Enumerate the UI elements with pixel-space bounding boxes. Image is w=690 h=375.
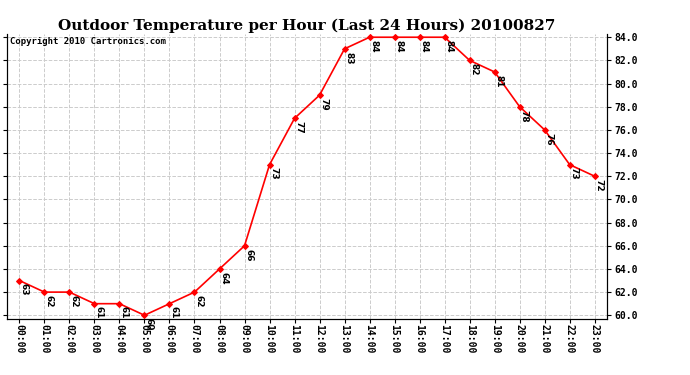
Text: 82: 82 (469, 63, 478, 76)
Text: 61: 61 (94, 306, 103, 319)
Text: 79: 79 (319, 98, 328, 111)
Text: 77: 77 (294, 121, 303, 134)
Text: 64: 64 (219, 272, 228, 284)
Text: 73: 73 (569, 168, 578, 180)
Text: 76: 76 (544, 133, 553, 145)
Text: 72: 72 (594, 179, 603, 192)
Text: 61: 61 (169, 306, 178, 319)
Text: 62: 62 (194, 295, 203, 307)
Text: 73: 73 (269, 168, 278, 180)
Text: 62: 62 (69, 295, 78, 307)
Text: 84: 84 (394, 40, 403, 53)
Text: 63: 63 (19, 283, 28, 296)
Text: Copyright 2010 Cartronics.com: Copyright 2010 Cartronics.com (10, 37, 166, 46)
Text: 66: 66 (244, 249, 253, 261)
Text: 81: 81 (494, 75, 503, 87)
Text: 62: 62 (44, 295, 53, 307)
Text: 61: 61 (119, 306, 128, 319)
Text: 84: 84 (369, 40, 378, 53)
Text: 83: 83 (344, 52, 353, 64)
Text: 60: 60 (144, 318, 153, 330)
Title: Outdoor Temperature per Hour (Last 24 Hours) 20100827: Outdoor Temperature per Hour (Last 24 Ho… (59, 18, 555, 33)
Text: 84: 84 (420, 40, 428, 53)
Text: 78: 78 (520, 110, 529, 122)
Text: 84: 84 (444, 40, 453, 53)
